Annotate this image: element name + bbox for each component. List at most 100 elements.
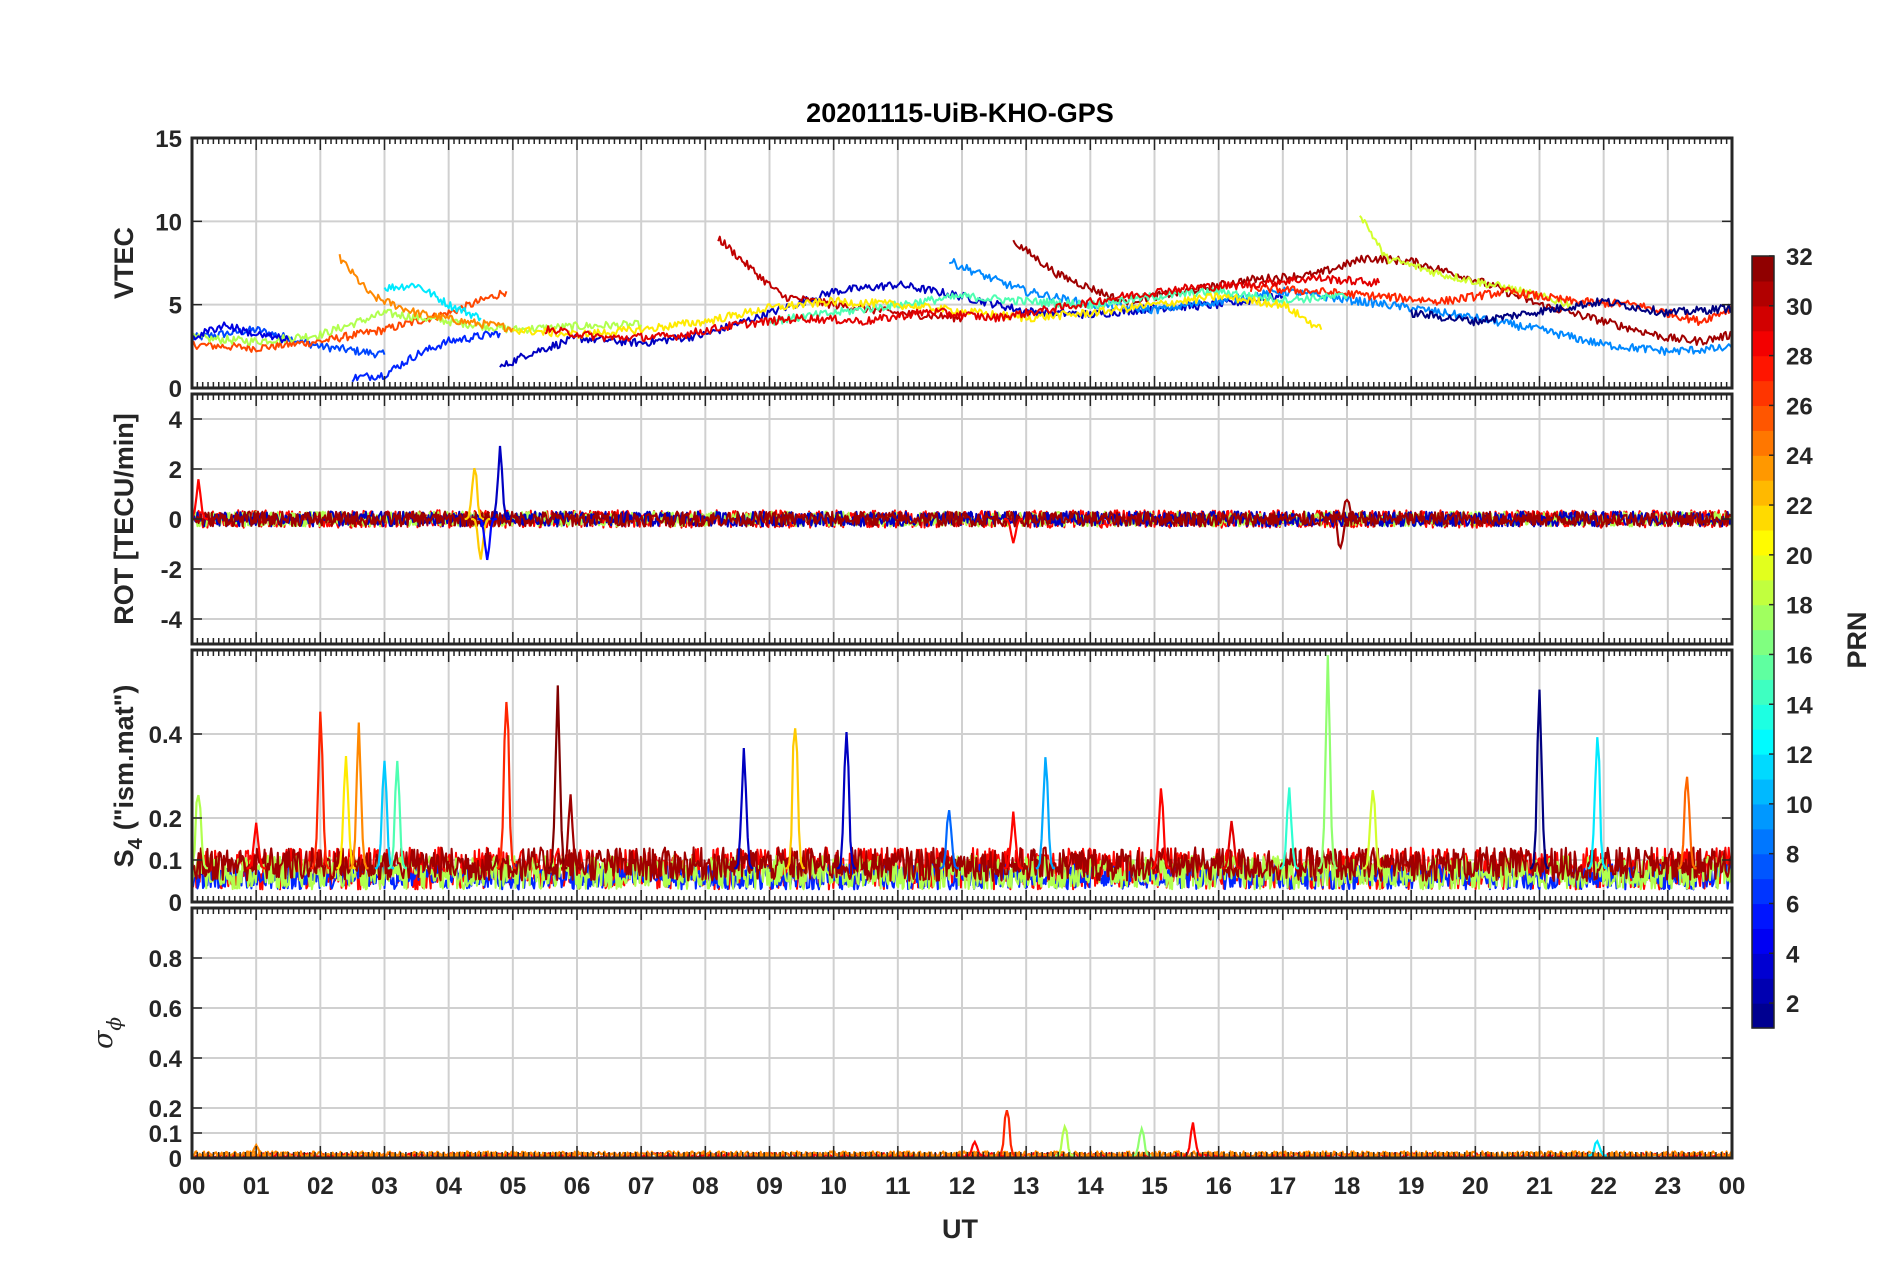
y-tick-label: 10 [155,209,182,236]
colorbar-band [1752,256,1774,282]
x-tick-label: 00 [179,1173,206,1200]
colorbar-tick-label: 4 [1786,941,1800,968]
series-prn-31 [192,846,1732,882]
spike-prn-24 [348,722,369,870]
y-tick-label: 0.1 [149,1121,182,1148]
x-tick-label: 16 [1205,1173,1232,1200]
colorbar-tick-label: 26 [1786,393,1813,420]
y-tick-label: 0.2 [149,806,182,833]
series-prn-4 [192,321,290,344]
colorbar-band [1752,455,1774,481]
spike-prn-22 [464,467,485,521]
spike-prn-17 [1131,1124,1152,1157]
colorbar-band [1752,978,1774,1004]
y-axis-label-vtec: VTEC [109,227,139,299]
y-tick-label: 0.4 [149,722,183,749]
y-tick-label: 2 [169,457,182,484]
x-tick-label: 20 [1462,1173,1489,1200]
x-tick-label: 13 [1013,1173,1040,1200]
series-prn-18 [192,854,1732,891]
colorbar-band [1752,480,1774,506]
colorbar-band [1752,1003,1774,1029]
spike-prn-28 [1151,788,1171,870]
x-tick-label: 07 [628,1173,655,1200]
colorbar-band [1752,405,1774,431]
colorbar-band [1752,330,1774,357]
x-tick-label: 23 [1654,1173,1681,1200]
colorbar-band [1752,529,1774,556]
spike-prn-28 [192,479,209,521]
y-tick-label: 4 [169,407,183,434]
colorbar-band [1752,828,1774,855]
spike-prn-28 [1003,517,1024,544]
colorbar-tick-label: 12 [1786,742,1813,769]
series-prn-12 [383,282,482,322]
spike-prn-5 [477,517,497,561]
colorbar-band [1752,803,1774,830]
colorbar-frame [1751,255,1775,1029]
colorbar-band [1752,953,1774,979]
series-prn-24 [338,254,514,333]
panel-data [192,655,1732,891]
panel-s4: 0 0.1 0.2 0.4S4("ism.mat") [109,648,1734,917]
spike-prn-27 [310,711,331,870]
colorbar-band [1752,505,1774,531]
series-prn-1 [1410,297,1732,327]
y-tick-label: 5 [169,293,182,320]
colorbar-label: PRN [1842,611,1872,668]
y-tick-label: 0.2 [149,1096,182,1123]
x-tick-label: 02 [307,1173,334,1200]
spike-prn-10 [1035,757,1056,870]
y-tick-label: 0.6 [149,996,182,1023]
y-axis-label-s4: S4("ism.mat") [109,685,147,868]
spike-prn-28 [1003,811,1024,870]
series-prn-31 [192,510,1732,528]
colorbar-tick-label: 10 [1786,792,1813,819]
x-tick-label: 17 [1269,1173,1296,1200]
spike-prn-31 [1337,498,1357,521]
x-tick-label: 04 [435,1173,462,1200]
spike-prn-1 [1529,689,1550,870]
colorbar-tick-label: 6 [1786,891,1799,918]
spike-prn-31 [560,794,581,870]
chart-title: 20201115-UiB-KHO-GPS [806,98,1114,128]
y-tick-label: 15 [155,126,182,153]
spike-prn-15 [387,760,408,870]
colorbar-band [1752,928,1774,954]
x-tick-label: 15 [1141,1173,1168,1200]
colorbar-band [1752,355,1774,382]
colorbar-tick-label: 32 [1786,244,1813,271]
y-tick-label: 0.1 [149,848,182,875]
colorbar-tick-label: 18 [1786,593,1813,620]
spike-prn-3 [490,445,510,521]
spike-prn-18 [192,794,209,870]
colorbar-band [1752,754,1774,780]
y-axis-label-sigma_phi: σϕ [88,1017,126,1049]
x-tick-label: 11 [885,1173,910,1200]
spike-prn-3 [836,732,857,870]
spike-prn-29 [1221,820,1242,870]
panel-data [192,445,1732,561]
colorbar-tick-label: 30 [1786,294,1813,321]
x-tick-label: 05 [499,1173,526,1200]
spike-prn-27 [997,1109,1017,1157]
series-prn-26 [192,289,508,353]
series-prn-29 [544,273,1381,343]
spike-prn-8 [939,810,959,870]
panel-rot: -4 -2 0 2 4 ROT [TECU/min] [109,392,1734,646]
colorbar-tick-label: 8 [1786,842,1799,869]
colorbar-tick-label: 24 [1786,443,1813,470]
x-tick-label: 19 [1398,1173,1425,1200]
spike-prn-22 [471,517,491,560]
spike-prn-28 [246,822,266,870]
colorbar-band [1752,554,1774,581]
colorbar-tick-label: 14 [1786,692,1813,719]
x-tick-label: 12 [949,1173,976,1200]
spike-prn-3 [734,748,754,870]
colorbar-tick-label: 16 [1786,642,1813,669]
x-tick-label: 18 [1334,1173,1361,1200]
x-tick-label: 14 [1077,1173,1104,1200]
